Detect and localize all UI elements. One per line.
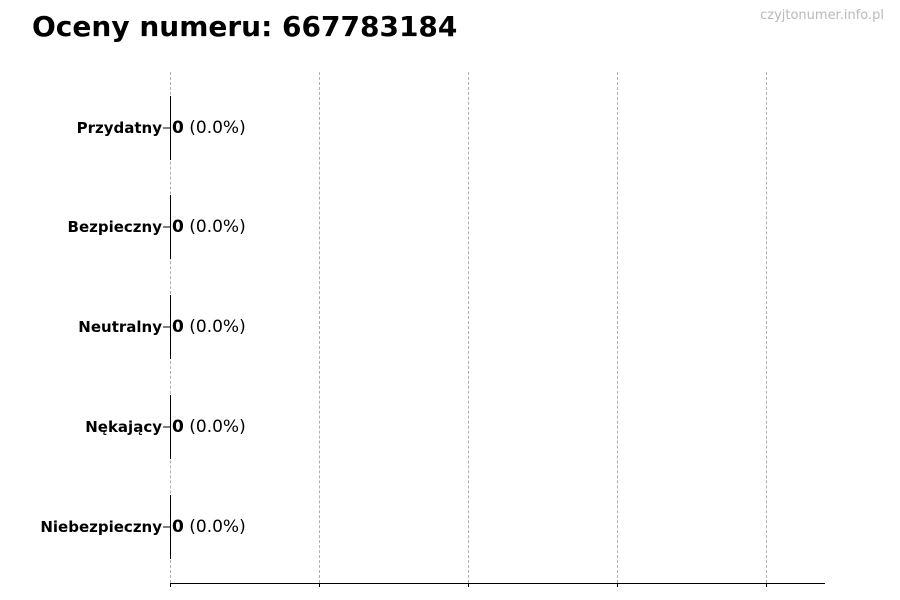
gridline-1 <box>319 72 320 583</box>
y-axis-tick-0 <box>163 127 170 129</box>
bar-percent-value-przydatny: (0.0%) <box>189 118 246 138</box>
bar-value-nekajacy: 0 <box>172 417 184 437</box>
gridline-3 <box>617 72 618 583</box>
bar-value-bezpieczny: 0 <box>172 217 184 237</box>
category-label-przydatny: Przydatny <box>76 119 162 137</box>
bar-percent-value-nekajacy: (0.0%) <box>189 417 246 437</box>
bar-nekajacy <box>170 395 171 459</box>
bar-neutralny <box>170 295 171 359</box>
bar-percent-value-bezpieczny: (0.0%) <box>189 217 246 237</box>
y-axis-tick-2 <box>163 326 170 328</box>
bar-niebezpieczny <box>170 495 171 559</box>
category-label-niebezpieczny: Niebezpieczny <box>40 518 162 536</box>
category-label-neutralny: Neutralny <box>78 318 162 336</box>
x-axis-tick-4 <box>766 583 767 587</box>
bar-annotation-neutralny: 0 (0.0%) <box>172 317 246 337</box>
bar-value-neutralny: 0 <box>172 317 184 337</box>
bar-percent-value-niebezpieczny: (0.0%) <box>189 517 246 537</box>
bar-bezpieczny <box>170 195 171 259</box>
y-axis-tick-4 <box>163 526 170 528</box>
site-watermark: czyjtonumer.info.pl <box>760 8 884 23</box>
plot-area <box>170 72 825 583</box>
bar-annotation-przydatny: 0 (0.0%) <box>172 118 246 138</box>
gridline-2 <box>468 72 469 583</box>
category-label-bezpieczny: Bezpieczny <box>67 218 162 236</box>
bar-annotation-bezpieczny: 0 (0.0%) <box>172 217 246 237</box>
y-axis-tick-1 <box>163 226 170 228</box>
chart-title: Oceny numeru: 667783184 <box>32 10 458 43</box>
gridline-4 <box>766 72 767 583</box>
bar-annotation-niebezpieczny: 0 (0.0%) <box>172 517 246 537</box>
bar-value-niebezpieczny: 0 <box>172 517 184 537</box>
x-axis-tick-3 <box>617 583 618 587</box>
x-axis-tick-2 <box>468 583 469 587</box>
bar-przydatny <box>170 96 171 160</box>
bar-percent-value-neutralny: (0.0%) <box>189 317 246 337</box>
category-label-nekajacy: Nękający <box>85 418 162 436</box>
x-axis-spine <box>170 583 825 584</box>
x-axis-tick-0 <box>170 583 171 587</box>
bar-value-przydatny: 0 <box>172 118 184 138</box>
y-axis-tick-3 <box>163 426 170 428</box>
bar-annotation-nekajacy: 0 (0.0%) <box>172 417 246 437</box>
x-axis-tick-1 <box>319 583 320 587</box>
